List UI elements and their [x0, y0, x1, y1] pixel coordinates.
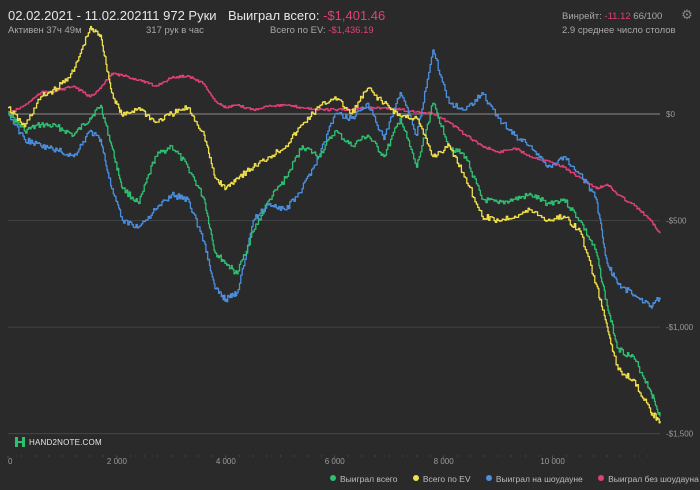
hand2note-logo-icon	[15, 437, 25, 447]
x-tick-label: 0	[8, 457, 13, 466]
legend-dot-ev	[412, 475, 419, 481]
x-tick-label: 6 000	[325, 457, 346, 466]
tables-average: 2.9 среднее число столов	[562, 25, 676, 36]
legend-dot-nonshowdown	[598, 475, 605, 481]
legend-label-ev: Всего по EV	[422, 474, 471, 484]
y-tick-label: -$1,000	[666, 323, 694, 332]
stats-header: 02.02.2021 - 11.02.2021 Активен 37ч 49м …	[0, 0, 700, 44]
series-line-3	[8, 72, 661, 234]
x-tick-label: 8 000	[434, 457, 455, 466]
legend-item-nonshowdown[interactable]: Выиграл без шоудауна	[598, 474, 699, 484]
y-tick-label: -$1,500	[666, 430, 694, 439]
legend-item-ev[interactable]: Всего по EV	[412, 474, 471, 484]
legend-dot-won	[330, 475, 336, 481]
y-tick-label: -$500	[666, 217, 687, 226]
chart-legend: Выиграл всего Всего по EV Выиграл на шоу…	[330, 474, 700, 488]
y-tick-labels: $0 -$500 -$1,000 -$1,500	[666, 110, 694, 439]
logo-text: HAND2NOTE.COM	[29, 438, 102, 447]
legend-item-won[interactable]: Выиграл всего	[330, 474, 397, 484]
x-tick-label: 10 000	[540, 457, 565, 466]
x-tick-label: 4 000	[216, 457, 237, 466]
legend-label-won: Выиграл всего	[340, 474, 398, 484]
grid-lines	[7, 113, 660, 457]
hands-count: 11 972 Руки	[146, 8, 217, 23]
won-total-label: Выиграл всего:	[228, 8, 320, 23]
legend-label-nonshowdown: Выиграл без шоудауна	[608, 474, 699, 484]
series-line-2	[8, 49, 661, 309]
date-range[interactable]: 02.02.2021 - 11.02.2021	[8, 8, 149, 23]
legend-label-showdown: Выиграл на шоудауне	[495, 474, 583, 484]
hands-per-hour: 317 рук в час	[146, 25, 204, 36]
series-line-1	[8, 25, 661, 424]
series-line-0	[8, 102, 661, 417]
winrate-value: -11.12	[604, 11, 631, 22]
active-time: Активен 37ч 49м	[8, 25, 82, 36]
y-tick-label: $0	[666, 110, 675, 119]
legend-item-showdown[interactable]: Выиграл на шоудауне	[485, 474, 583, 484]
brand-logo: HAND2NOTE.COM	[14, 436, 102, 448]
x-tick-labels: 0 2 000 4 000 6 000 8 000 10 000	[7, 456, 565, 466]
legend-dot-showdown	[485, 475, 492, 481]
ev-total-label: Всего по EV:	[270, 25, 326, 36]
ev-total-value: -$1,436.19	[328, 25, 374, 36]
won-total-value: -$1,401.46	[323, 8, 386, 23]
winrate-label: Винрейт:	[562, 11, 602, 22]
x-tick-label: 2 000	[107, 457, 128, 466]
series-lines	[8, 25, 661, 424]
winrate-unit: 66/100	[633, 11, 663, 22]
gear-icon[interactable]: ⚙	[681, 7, 693, 22]
